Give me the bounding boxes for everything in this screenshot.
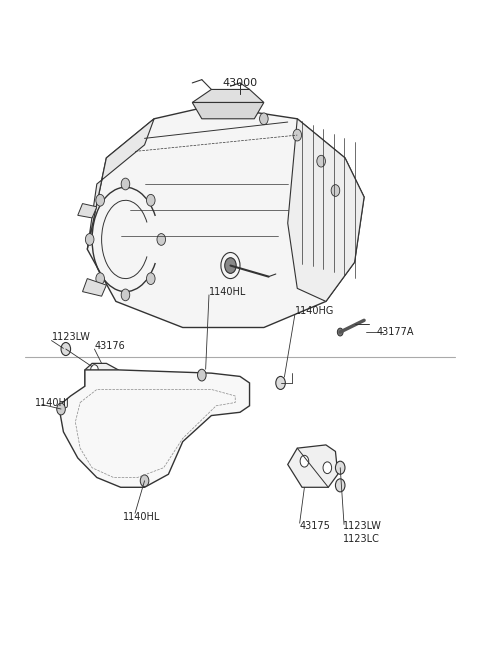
Circle shape <box>276 377 285 390</box>
Circle shape <box>96 272 105 284</box>
Text: 1123LC: 1123LC <box>343 534 380 544</box>
Circle shape <box>146 272 155 284</box>
Text: 43175: 43175 <box>300 521 331 531</box>
Circle shape <box>337 328 343 336</box>
Text: 43177A: 43177A <box>377 327 414 337</box>
Circle shape <box>293 129 301 141</box>
Circle shape <box>146 195 155 206</box>
Text: 1123LW: 1123LW <box>51 332 90 343</box>
Polygon shape <box>192 90 264 102</box>
Text: 43176: 43176 <box>95 341 125 351</box>
Circle shape <box>85 234 94 246</box>
Circle shape <box>121 178 130 190</box>
Text: 1140HL: 1140HL <box>209 287 246 297</box>
Text: 1140HG: 1140HG <box>295 306 334 316</box>
Polygon shape <box>87 105 364 328</box>
Text: 1140HL: 1140HL <box>123 512 160 521</box>
Circle shape <box>317 155 325 167</box>
Polygon shape <box>85 364 118 393</box>
Text: 43000: 43000 <box>222 78 258 88</box>
Circle shape <box>198 369 206 381</box>
Circle shape <box>61 343 71 356</box>
Text: 1140HJ: 1140HJ <box>35 398 70 407</box>
Text: 1123LW: 1123LW <box>343 521 382 531</box>
Circle shape <box>57 403 65 415</box>
Circle shape <box>121 289 130 301</box>
Polygon shape <box>288 445 338 487</box>
Circle shape <box>157 234 166 246</box>
Polygon shape <box>59 370 250 487</box>
Circle shape <box>107 378 114 388</box>
Circle shape <box>96 195 105 206</box>
Circle shape <box>331 185 340 196</box>
Circle shape <box>260 113 268 124</box>
Circle shape <box>336 461 345 474</box>
Circle shape <box>91 365 98 375</box>
Circle shape <box>140 475 149 487</box>
Polygon shape <box>83 278 107 296</box>
Circle shape <box>323 462 332 474</box>
Circle shape <box>300 455 309 467</box>
Circle shape <box>225 257 236 273</box>
Circle shape <box>336 479 345 492</box>
Polygon shape <box>192 102 264 119</box>
Polygon shape <box>87 119 154 250</box>
Polygon shape <box>78 204 97 218</box>
Polygon shape <box>288 119 364 301</box>
